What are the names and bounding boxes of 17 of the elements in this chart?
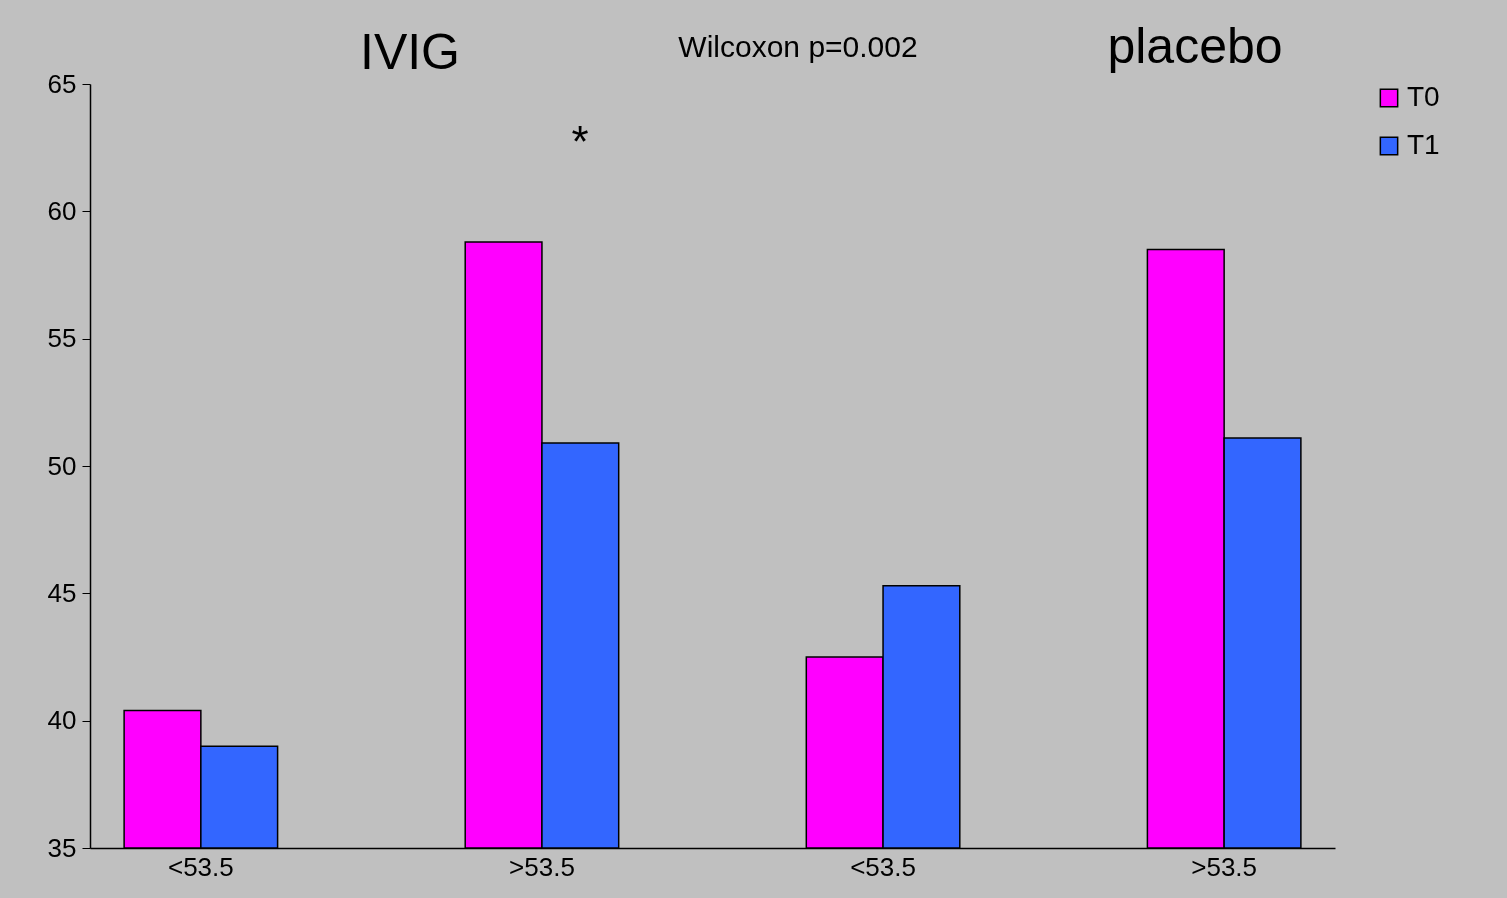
legend-label: T1 bbox=[1407, 129, 1440, 160]
y-tick-label: 65 bbox=[47, 68, 77, 99]
y-tick-label: 60 bbox=[47, 195, 77, 226]
y-tick-label: 55 bbox=[47, 323, 77, 354]
x-tick-label: >53.5 bbox=[1191, 851, 1258, 882]
text: placebo bbox=[1107, 18, 1283, 74]
x-tick-label: <53.5 bbox=[850, 851, 916, 882]
x-tick-label: >53.5 bbox=[509, 851, 575, 882]
y-tick-label: 45 bbox=[47, 577, 77, 608]
y-tick-label: 35 bbox=[47, 832, 77, 863]
x-tick-label: <53.5 bbox=[167, 851, 234, 882]
legend-label: T0 bbox=[1407, 81, 1440, 112]
text: Wilcoxon p=0.002 bbox=[678, 30, 918, 63]
y-tick-label: 40 bbox=[47, 705, 77, 736]
annotation: * bbox=[571, 117, 589, 166]
text: IVIG bbox=[359, 24, 461, 80]
y-tick-label: 50 bbox=[47, 450, 77, 481]
